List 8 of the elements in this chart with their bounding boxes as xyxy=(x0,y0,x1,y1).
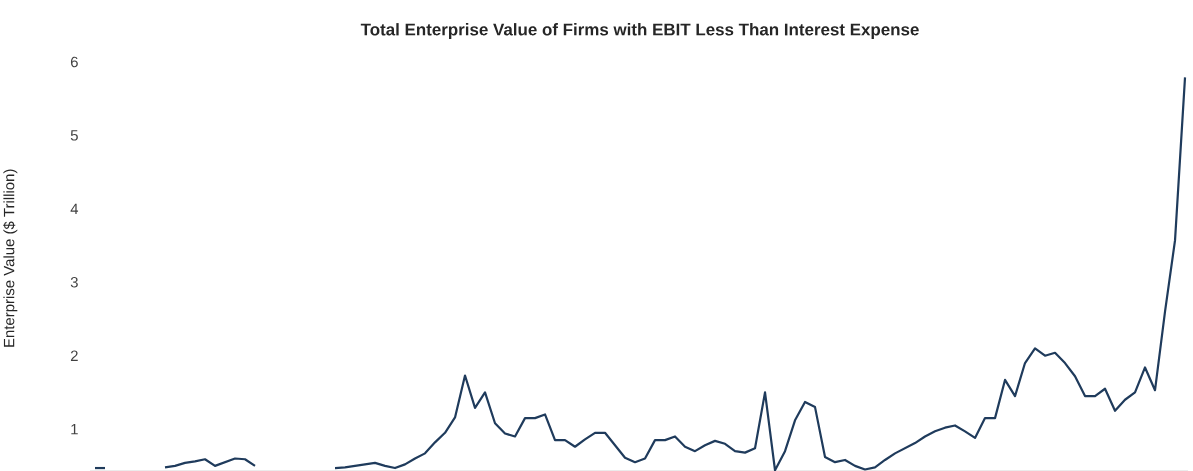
y-tick-label: 3 xyxy=(70,276,78,288)
y-tick-label: 6 xyxy=(70,56,78,68)
chart-title: Total Enterprise Value of Firms with EBIT Less Than Interest Expense xyxy=(360,23,919,39)
y-tick-label: 2 xyxy=(70,350,78,361)
y-axis-title: Enterprise Value ($ Trillion) xyxy=(3,169,18,347)
y-tick-label: 1 xyxy=(71,423,78,435)
y-tick-label: 4 xyxy=(70,203,79,214)
y-tick-label: 5 xyxy=(70,130,78,141)
